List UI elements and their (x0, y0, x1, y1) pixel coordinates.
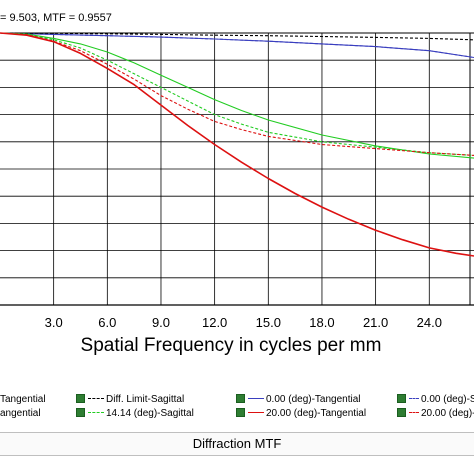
legend-label: 20.00 (deg)-Tangential (266, 408, 367, 419)
x-axis-label: Spatial Frequency in cycles per mm (0, 335, 474, 357)
legend-swatch-icon (409, 397, 419, 399)
legend-swatch-icon (409, 411, 419, 413)
legend-checkbox-icon[interactable] (236, 407, 245, 417)
chart-title: Diffraction MTF (192, 436, 282, 451)
mtf-plot: 3.0 6.0 9.0 12.0 15.0 18.0 21.0 24.0 (0, 32, 474, 330)
legend-label: Tangential (0, 394, 46, 405)
legend-label: 0.00 (deg)-S (421, 394, 474, 405)
legend-label: 20.00 (deg)- (421, 408, 474, 419)
legend-item-0-tangential[interactable]: 0.00 (deg)-Tangential (236, 393, 361, 407)
legend-swatch-icon (88, 411, 104, 413)
legend-label: 0.00 (deg)-Tangential (266, 394, 361, 405)
x-tick-label: 21.0 (363, 315, 388, 330)
legend-item-tangential-partial[interactable]: Tangential (0, 393, 46, 407)
legend-item-20-sagittal[interactable]: 20.00 (deg)- (397, 407, 474, 421)
x-tick-label: 15.0 (256, 315, 281, 330)
legend-item-14-sagittal[interactable]: 14.14 (deg)-Sagittal (76, 407, 194, 421)
legend-swatch-icon (88, 397, 104, 399)
cursor-readout: = 9.503, MTF = 0.9557 (0, 12, 112, 24)
x-tick-label: 12.0 (202, 315, 227, 330)
x-tick-label: 24.0 (417, 315, 442, 330)
series-line-5 (0, 32, 474, 257)
x-tick-label: 9.0 (152, 315, 170, 330)
legend-swatch-icon (248, 397, 264, 399)
legend-item-diff-limit-sagittal[interactable]: Diff. Limit-Sagittal (76, 393, 184, 407)
legend-checkbox-icon[interactable] (397, 407, 406, 417)
legend-label: 14.14 (deg)-Sagittal (106, 408, 194, 419)
legend-checkbox-icon[interactable] (397, 393, 406, 403)
legend-item-20-tangential[interactable]: 20.00 (deg)-Tangential (236, 407, 366, 421)
legend-item-tangential-partial-2[interactable]: angential (0, 407, 41, 421)
series-line-2 (0, 32, 474, 41)
legend-checkbox-icon[interactable] (76, 407, 85, 417)
series-line-4 (0, 32, 474, 159)
series-line-3 (0, 32, 474, 156)
chart-title-bar: Diffraction MTF (0, 432, 474, 456)
legend-swatch-icon (248, 411, 264, 413)
x-tick-label: 18.0 (309, 315, 334, 330)
legend-checkbox-icon[interactable] (236, 393, 245, 403)
x-axis-label-text: Spatial Frequency in cycles per mm (80, 335, 382, 356)
legend: Tangential Diff. Limit-Sagittal 0.00 (de… (0, 392, 474, 422)
legend-label: Diff. Limit-Sagittal (106, 394, 185, 405)
legend-label: angential (0, 408, 41, 419)
series-line-6 (0, 32, 474, 156)
x-tick-label: 3.0 (45, 315, 63, 330)
legend-checkbox-icon[interactable] (76, 393, 85, 403)
legend-item-0-sagittal[interactable]: 0.00 (deg)-S (397, 393, 474, 407)
series-line-1 (0, 32, 474, 59)
x-tick-label: 6.0 (98, 315, 116, 330)
